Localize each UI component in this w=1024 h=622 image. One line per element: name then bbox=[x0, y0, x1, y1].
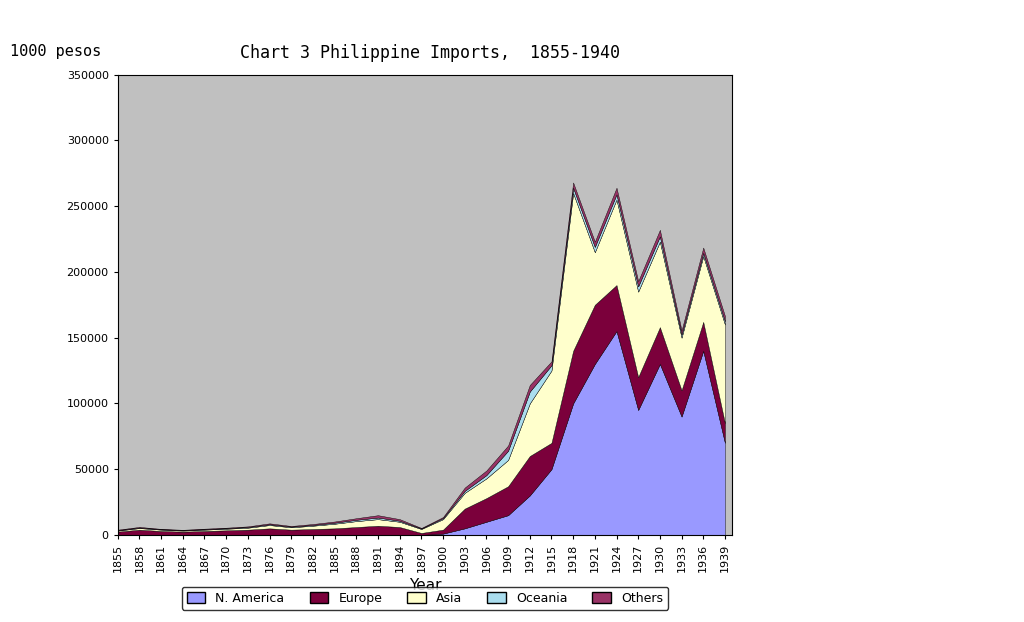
Legend: N. America, Europe, Asia, Oceania, Others: N. America, Europe, Asia, Oceania, Other… bbox=[181, 587, 669, 610]
Text: 1000 pesos: 1000 pesos bbox=[10, 44, 101, 58]
X-axis label: Year: Year bbox=[409, 578, 441, 593]
Text: Chart 3 Philippine Imports,  1855-1940: Chart 3 Philippine Imports, 1855-1940 bbox=[240, 44, 621, 62]
